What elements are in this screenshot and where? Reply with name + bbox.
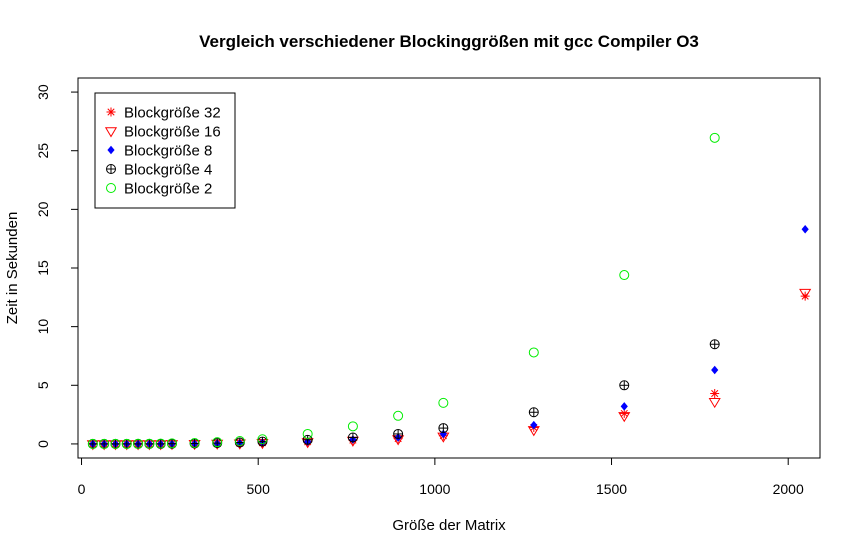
legend-label: Blockgröße 4 [124, 162, 212, 179]
data-point [302, 434, 313, 445]
data-point [708, 398, 721, 409]
series-4 [87, 339, 720, 449]
data-point [99, 438, 110, 449]
y-tick-label: 30 [35, 84, 51, 100]
x-axis: 0 500 1000 1500 2000 [78, 457, 804, 497]
data-point [799, 288, 812, 300]
data-point [189, 437, 200, 448]
legend-box [94, 92, 236, 209]
data-point [302, 428, 313, 439]
legend-label: Blockgröße 32 [124, 105, 221, 122]
y-tick-label: 5 [35, 381, 51, 389]
legend-marker [106, 183, 116, 193]
data-points [86, 132, 812, 451]
x-axis-label: Größe der Matrix [392, 517, 506, 534]
data-point [528, 407, 539, 418]
legend-marker [104, 127, 118, 138]
legend-label: Blockgröße 2 [124, 181, 212, 198]
legend-marker [106, 107, 116, 117]
data-point [393, 410, 404, 421]
data-point [133, 438, 144, 449]
legend-marker [106, 164, 116, 174]
legend: Blockgröße 32 Blockgröße 16 Blockgröße 8 Bl… [94, 92, 236, 209]
y-axis: 0 5 10 15 20 25 30 [35, 84, 79, 448]
y-axis-label: Zeit in Sekunden [4, 212, 21, 325]
data-point [144, 438, 155, 449]
data-point [709, 339, 720, 350]
data-point [619, 380, 630, 391]
x-tick-label: 500 [247, 481, 271, 497]
data-point [438, 397, 449, 408]
data-point [347, 432, 358, 443]
data-point [110, 438, 121, 449]
data-point [257, 436, 268, 447]
data-point [618, 412, 631, 423]
data-point [438, 423, 449, 434]
legend-marker [107, 145, 115, 155]
x-tick-label: 2000 [773, 481, 804, 497]
data-point [257, 434, 268, 445]
data-point [710, 388, 720, 398]
data-point [711, 365, 719, 375]
x-tick-label: 0 [78, 481, 86, 497]
data-point [347, 421, 358, 432]
data-point [801, 225, 809, 234]
data-point [234, 435, 245, 446]
legend-label: Blockgröße 16 [124, 124, 221, 141]
x-tick-label: 1500 [596, 481, 627, 497]
x-tick-label: 1000 [419, 481, 450, 497]
y-tick-label: 10 [35, 319, 51, 335]
series-1 [88, 291, 810, 449]
series-2 [86, 288, 812, 451]
y-tick-label: 15 [35, 260, 51, 276]
data-point [709, 132, 720, 143]
data-point [121, 438, 132, 449]
data-point [393, 428, 404, 439]
series-3 [89, 225, 809, 449]
data-point [166, 438, 177, 449]
data-point [155, 438, 166, 449]
chart-title: Vergleich verschiedener Blockinggrößen m… [199, 32, 699, 51]
y-tick-label: 0 [35, 440, 51, 448]
data-point [528, 347, 539, 358]
data-point [87, 438, 98, 449]
y-tick-label: 20 [35, 201, 51, 217]
data-point [620, 402, 628, 411]
y-tick-label: 25 [35, 143, 51, 159]
legend-label: Blockgröße 8 [124, 143, 212, 160]
data-point [212, 437, 223, 448]
data-point [619, 270, 630, 281]
series-5 [87, 132, 720, 449]
data-point [530, 420, 538, 430]
